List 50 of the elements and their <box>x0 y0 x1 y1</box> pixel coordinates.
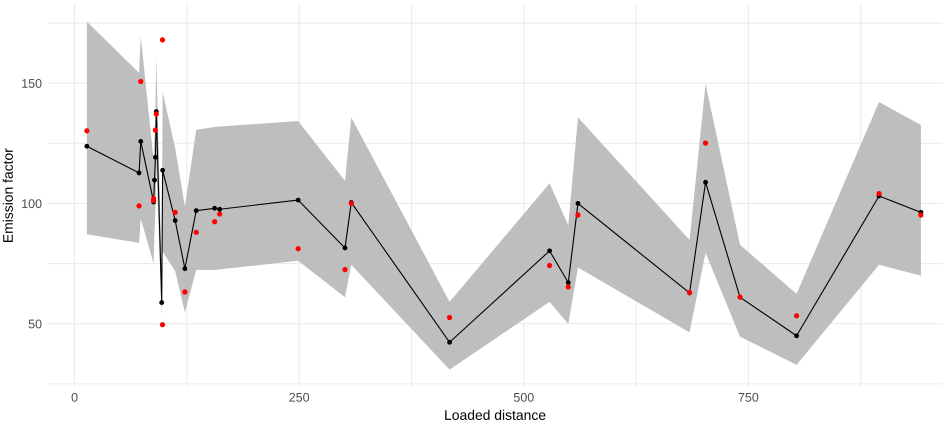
point <box>154 111 159 117</box>
point <box>84 144 90 149</box>
y-axis-title: Emission factor <box>2 148 13 242</box>
point <box>152 128 158 133</box>
point <box>138 78 144 84</box>
point <box>84 128 90 134</box>
point <box>217 211 222 217</box>
y-tick-label: 50 <box>28 320 42 328</box>
point <box>546 262 552 268</box>
point <box>212 206 218 211</box>
point <box>194 208 199 214</box>
point <box>703 180 708 185</box>
point <box>794 313 800 318</box>
point <box>153 154 158 160</box>
x-tick-label: 750 <box>738 392 758 402</box>
point <box>876 191 882 196</box>
point <box>576 201 580 206</box>
point <box>446 314 452 320</box>
point <box>794 333 799 338</box>
point <box>342 246 348 250</box>
point <box>547 248 552 254</box>
point <box>447 340 452 345</box>
point <box>159 300 164 305</box>
x-tick-label: 0 <box>72 392 78 402</box>
point <box>182 289 188 295</box>
point <box>918 212 924 218</box>
point <box>172 210 178 215</box>
y-tick-label: 150 <box>22 79 42 88</box>
point <box>296 198 301 203</box>
point <box>342 267 348 272</box>
point <box>160 322 166 328</box>
point <box>566 284 571 290</box>
point <box>702 140 708 146</box>
point <box>152 178 157 183</box>
point <box>160 37 166 42</box>
point <box>138 139 144 144</box>
x-axis-title: Loaded distance <box>445 410 546 420</box>
point <box>296 246 301 252</box>
point <box>194 230 199 235</box>
point <box>136 170 142 176</box>
point <box>212 219 218 224</box>
x-tick-label: 500 <box>514 392 534 402</box>
y-tick-label: 100 <box>22 199 42 208</box>
point <box>182 266 188 272</box>
x-tick-label: 250 <box>289 392 310 402</box>
point <box>172 218 178 223</box>
point <box>160 168 166 173</box>
point <box>575 212 581 218</box>
point <box>136 203 142 208</box>
point <box>217 206 222 212</box>
